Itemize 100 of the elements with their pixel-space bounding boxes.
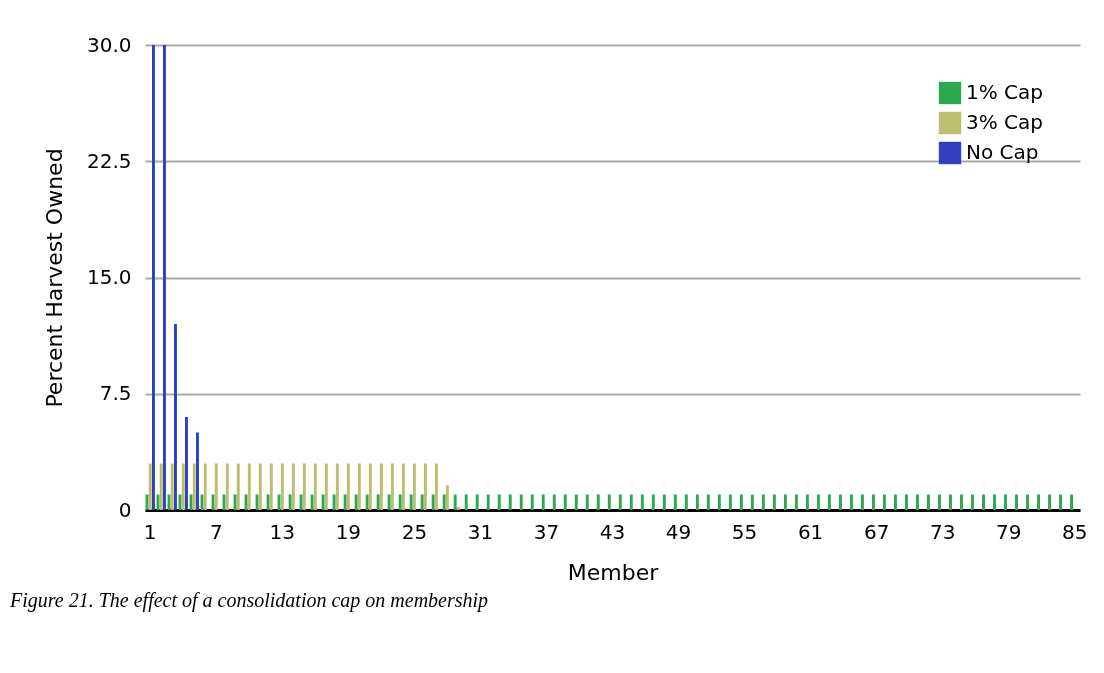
bar	[475, 494, 479, 510]
bar	[332, 494, 336, 510]
bar	[431, 494, 435, 510]
x-tick-label: 85	[1062, 519, 1088, 544]
bar	[684, 494, 688, 510]
y-tick-label: 22.5	[86, 148, 132, 173]
bar	[971, 494, 974, 510]
bar	[269, 463, 273, 510]
bar	[1026, 494, 1029, 510]
bar	[508, 494, 512, 510]
bar	[982, 494, 985, 510]
bar	[423, 463, 427, 510]
bar	[387, 494, 391, 510]
bar	[805, 494, 809, 510]
bar	[266, 494, 270, 510]
bar	[596, 494, 600, 510]
bar	[695, 494, 699, 510]
bar	[938, 494, 941, 510]
bar	[181, 463, 185, 510]
bar	[916, 494, 919, 510]
bar	[379, 463, 383, 510]
y-tick-label: 30.0	[86, 32, 132, 57]
bar	[728, 494, 732, 510]
bar	[552, 494, 556, 510]
bar	[258, 463, 262, 510]
bar	[412, 463, 416, 510]
bar	[1048, 494, 1051, 510]
bar	[893, 494, 897, 510]
bar	[772, 494, 776, 510]
bar	[163, 45, 166, 510]
bar	[882, 494, 886, 510]
x-tick-label: 1	[143, 519, 157, 544]
bar	[357, 463, 361, 510]
x-tick-label: 31	[467, 519, 494, 544]
bar	[280, 463, 284, 510]
bar	[214, 463, 218, 510]
x-tick-label: 67	[863, 519, 890, 544]
x-tick-label: 73	[929, 519, 956, 544]
bar	[343, 494, 347, 510]
x-tick-label: 61	[797, 519, 824, 544]
bar	[244, 494, 248, 510]
bar	[313, 463, 317, 510]
bar	[662, 494, 666, 510]
bar	[434, 463, 438, 510]
y-tick-label: 15.0	[86, 265, 132, 289]
bar	[993, 494, 996, 510]
bar	[706, 494, 710, 510]
bar	[486, 494, 490, 510]
bar	[152, 45, 155, 510]
bar	[288, 494, 292, 510]
bar	[838, 494, 842, 510]
bar	[203, 463, 207, 510]
bar	[585, 494, 589, 510]
bar	[1070, 494, 1073, 510]
x-tick-label: 13	[269, 519, 296, 544]
bar	[905, 494, 908, 510]
y-axis-title: Percent Harvest Owned	[41, 148, 67, 408]
bar	[159, 463, 163, 510]
bar	[365, 494, 369, 510]
bar	[563, 494, 567, 510]
bar	[354, 494, 358, 510]
bar	[750, 494, 754, 510]
bar	[398, 494, 402, 510]
bar	[442, 494, 446, 510]
x-tick-label: 43	[599, 519, 626, 544]
bar	[453, 494, 457, 510]
bar	[574, 494, 578, 510]
bar	[1004, 494, 1007, 510]
bar	[174, 324, 177, 510]
bar	[299, 494, 303, 510]
bar	[335, 463, 339, 510]
bar	[302, 463, 306, 510]
legend-label: No Cap	[966, 140, 1039, 164]
bar	[541, 494, 545, 510]
bar	[185, 417, 188, 510]
bar	[849, 494, 853, 510]
bar	[519, 494, 523, 510]
bar	[607, 494, 611, 510]
bar	[530, 494, 534, 510]
bar	[960, 494, 963, 510]
bar	[651, 494, 655, 510]
bar	[233, 494, 237, 510]
bar	[409, 494, 413, 510]
bar	[420, 494, 424, 510]
x-axis-title: Member	[567, 559, 660, 585]
bar	[196, 432, 199, 510]
x-tick-label: 7	[209, 519, 223, 544]
bar	[464, 494, 468, 510]
bar	[368, 463, 372, 510]
bar	[376, 494, 380, 510]
bar	[927, 494, 930, 510]
bar	[291, 463, 295, 510]
bar	[497, 494, 501, 510]
bar	[401, 463, 405, 510]
legend-label: 3% Cap	[966, 110, 1044, 134]
bar	[673, 494, 677, 510]
bar	[816, 494, 820, 510]
x-tick-label: 55	[731, 519, 758, 544]
bar	[456, 506, 460, 510]
bar	[247, 463, 251, 510]
